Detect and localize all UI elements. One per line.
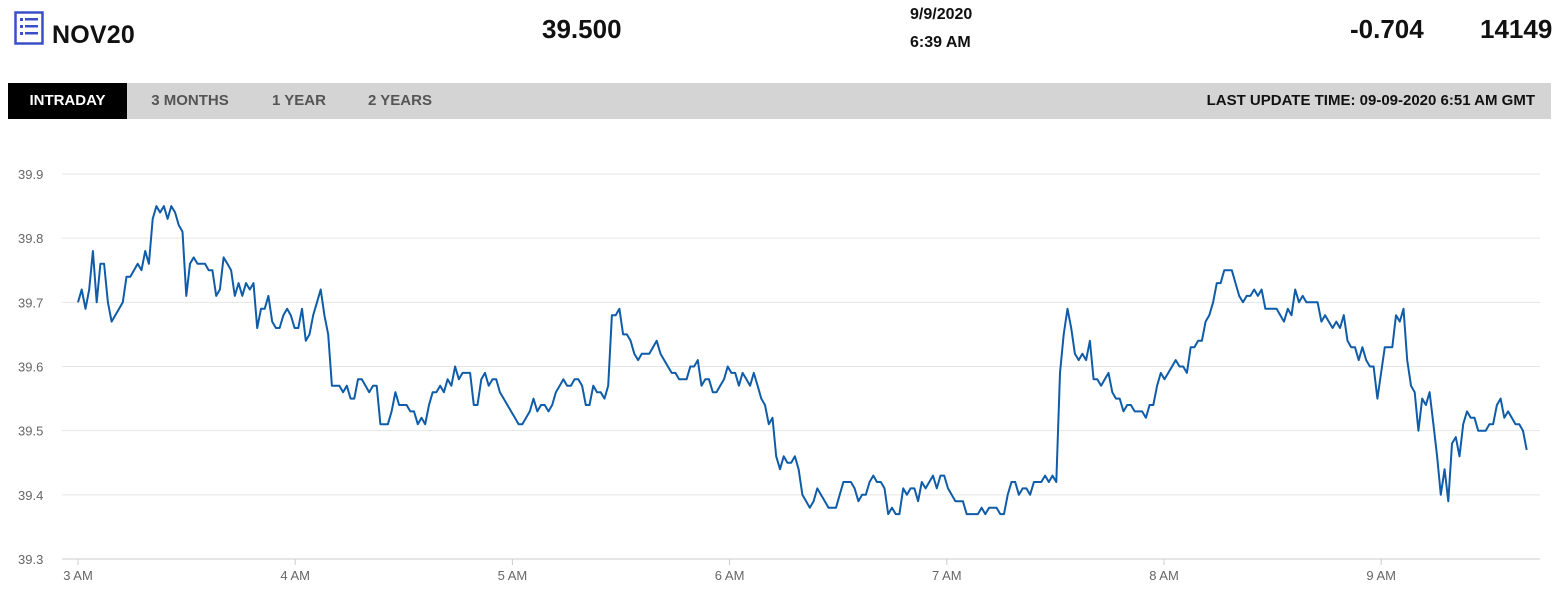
last-price: 39.500	[542, 14, 622, 44]
price-series-line	[77, 205, 1528, 516]
x-tick-label: 5 AM	[498, 568, 528, 583]
x-tick-label: 8 AM	[1149, 568, 1179, 583]
price-change: -0.704	[1350, 14, 1424, 44]
range-tab-bar: INTRADAY 3 MONTHS 1 YEAR 2 YEARS LAST UP…	[8, 83, 1551, 119]
last-update-time: LAST UPDATE TIME: 09-09-2020 6:51 AM GMT	[1207, 83, 1535, 119]
last-update-label: LAST UPDATE TIME:	[1206, 92, 1356, 109]
intraday-price-chart: 39.9 39.8 39.7 39.6 39.5 39.4 39.3 3 AM 4 AM 5 AM…	[18, 167, 1540, 583]
y-tick-label: 39.7	[18, 295, 43, 310]
quote-date: 9/9/2020	[910, 6, 973, 23]
x-tick-label: 9 AM	[1366, 568, 1396, 583]
x-tick-label: 4 AM	[280, 568, 310, 583]
contract-symbol: NOV20	[52, 21, 135, 49]
y-tick-label: 39.8	[18, 231, 43, 246]
y-tick-label: 39.6	[18, 360, 43, 375]
tab-intraday[interactable]: INTRADAY	[8, 83, 127, 119]
volume: 14149	[1480, 14, 1553, 44]
x-tick-label: 7 AM	[932, 568, 962, 583]
tab-1-year[interactable]: 1 YEAR	[272, 92, 326, 109]
tab-2-years[interactable]: 2 YEARS	[368, 92, 432, 109]
last-update-value: 09-09-2020 6:51 AM GMT	[1359, 92, 1535, 109]
x-tick-label: 6 AM	[715, 568, 745, 583]
y-tick-label: 39.4	[18, 488, 43, 503]
y-tick-label: 39.5	[18, 424, 43, 439]
x-tick-label: 3 AM	[63, 568, 93, 583]
y-tick-label: 39.3	[18, 552, 43, 567]
quote-time: 6:39 AM	[910, 34, 971, 51]
tab-3-months[interactable]: 3 MONTHS	[151, 92, 229, 109]
y-tick-label: 39.9	[18, 167, 43, 182]
report-icon	[14, 11, 44, 45]
